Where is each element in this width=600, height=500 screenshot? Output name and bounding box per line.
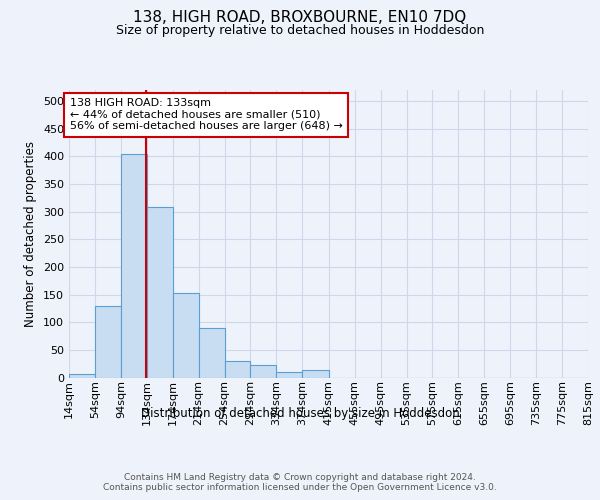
- Bar: [277, 372, 302, 378]
- Y-axis label: Number of detached properties: Number of detached properties: [25, 141, 37, 327]
- Bar: [224, 361, 250, 378]
- Bar: [302, 370, 329, 378]
- Bar: [250, 366, 277, 378]
- Text: Distribution of detached houses by size in Hoddesdon: Distribution of detached houses by size …: [140, 408, 460, 420]
- Bar: [199, 328, 224, 378]
- Bar: [147, 207, 173, 378]
- Text: Contains HM Land Registry data © Crown copyright and database right 2024.
Contai: Contains HM Land Registry data © Crown c…: [103, 472, 497, 492]
- Text: Size of property relative to detached houses in Hoddesdon: Size of property relative to detached ho…: [116, 24, 484, 37]
- Bar: [69, 374, 95, 378]
- Bar: [173, 293, 199, 378]
- Bar: [121, 154, 147, 378]
- Text: 138 HIGH ROAD: 133sqm
← 44% of detached houses are smaller (510)
56% of semi-det: 138 HIGH ROAD: 133sqm ← 44% of detached …: [70, 98, 343, 132]
- Text: 138, HIGH ROAD, BROXBOURNE, EN10 7DQ: 138, HIGH ROAD, BROXBOURNE, EN10 7DQ: [133, 10, 467, 25]
- Bar: [95, 306, 121, 378]
